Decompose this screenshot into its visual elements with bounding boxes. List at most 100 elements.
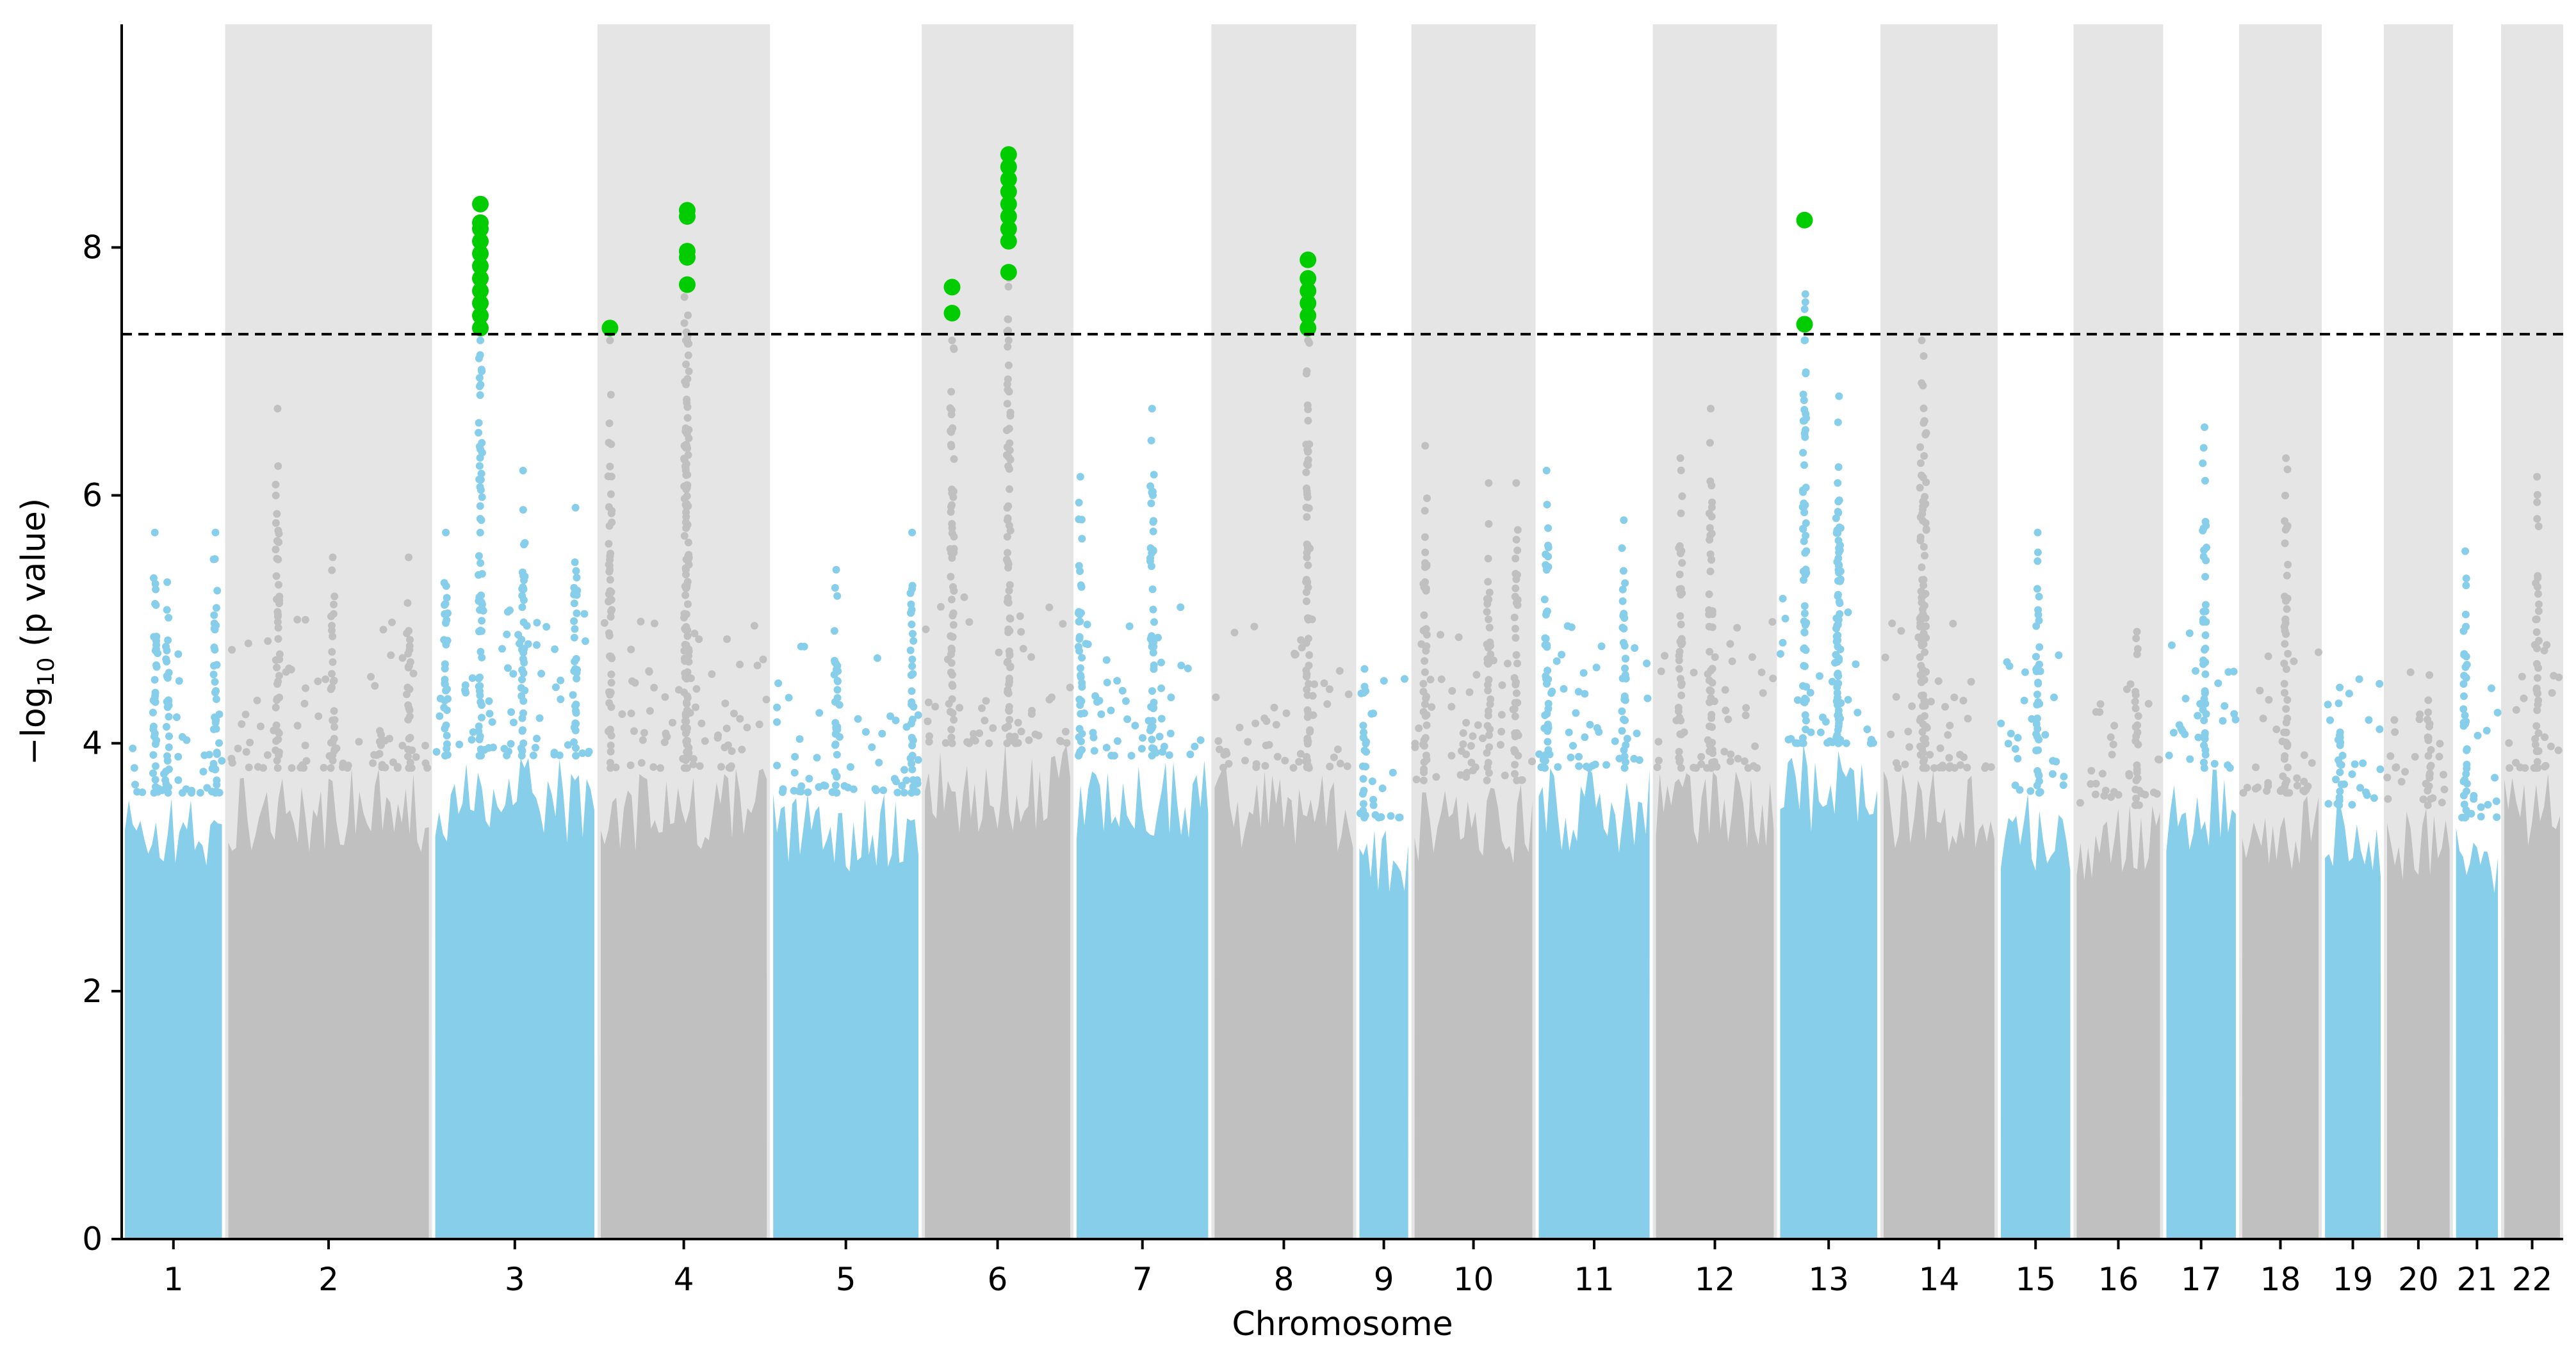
snp-point (2034, 611, 2042, 619)
snp-point (2438, 799, 2446, 807)
snp-point (1344, 690, 1353, 699)
snp-point (2060, 772, 2068, 781)
snp-point (477, 698, 485, 706)
snp-point (1075, 609, 1082, 617)
snp-point (1920, 640, 1928, 648)
snp-point (965, 618, 974, 626)
snp-point (367, 672, 375, 681)
snp-point (477, 469, 485, 478)
snp-peak-point (1918, 336, 1926, 345)
snp-point (890, 775, 899, 783)
snp-point (1422, 694, 1430, 702)
x-tick-label-chr-12: 12 (1695, 1261, 1736, 1298)
snp-peak-point (1512, 479, 1520, 487)
snp-point (328, 648, 336, 656)
snp-point (1323, 700, 1332, 708)
snp-point (1776, 650, 1784, 658)
snp-point (683, 632, 692, 640)
snp-point (557, 676, 565, 685)
snp-point (2283, 715, 2292, 722)
snp-point (503, 630, 511, 638)
snp-point (2284, 763, 2292, 772)
snp-point (1302, 468, 1310, 476)
snp-point (405, 734, 413, 743)
snp-point (330, 707, 338, 715)
snp-point (461, 681, 469, 689)
snp-point (713, 734, 722, 742)
snp-point (174, 650, 183, 658)
snp-point (1503, 660, 1512, 668)
snp-point (1798, 734, 1807, 742)
snp-point (1102, 656, 1111, 664)
snp-point (1678, 492, 1686, 500)
snp-point (2386, 752, 2395, 760)
snp-point (1423, 642, 1431, 651)
snp-point (1510, 613, 1519, 622)
snp-point (736, 660, 744, 669)
snp-point (1920, 452, 1928, 460)
significant-point-chr-8 (1300, 307, 1317, 324)
snp-point (608, 518, 616, 526)
snp-point (1305, 651, 1314, 659)
snp-point (1216, 745, 1223, 754)
snp-point (519, 739, 528, 747)
snp-point (1083, 620, 1091, 629)
snp-point (1801, 711, 1809, 719)
snp-point (908, 655, 917, 663)
snp-point (1733, 624, 1741, 632)
snp-point (478, 600, 486, 608)
snp-point (1367, 709, 1376, 718)
snp-point (650, 683, 658, 692)
snp-point (406, 636, 414, 644)
snp-point (151, 647, 159, 655)
snp-point (2199, 608, 2208, 615)
snp-point (1511, 770, 1519, 778)
snp-point (213, 750, 221, 758)
snp-point (2506, 764, 2514, 772)
snp-point (2200, 758, 2208, 766)
snp-point (1544, 738, 1552, 746)
chromosome-body-5 (773, 793, 919, 1239)
snp-point (535, 714, 544, 722)
snp-point (1918, 379, 1926, 387)
snp-point (1305, 764, 1313, 772)
snp-point (1485, 588, 1494, 597)
snp-point (328, 566, 336, 574)
snp-point (398, 742, 407, 750)
snp-point (1511, 748, 1519, 756)
snp-point (2459, 722, 2468, 730)
snp-point (2199, 615, 2207, 624)
snp-point (1157, 684, 1166, 692)
snp-point (1800, 305, 1809, 313)
snp-point (1097, 710, 1105, 718)
snp-point (2283, 571, 2291, 580)
snp-point (1005, 702, 1013, 711)
snp-point (886, 712, 895, 720)
snp-point (909, 629, 917, 638)
snp-point (683, 748, 691, 756)
snp-point (272, 546, 280, 554)
significant-point-chr-6 (1000, 146, 1017, 163)
snp-point (1326, 763, 1334, 770)
snp-point (2132, 704, 2140, 713)
snp-point (1708, 723, 1716, 731)
snp-point (478, 570, 486, 578)
snp-point (1834, 726, 1842, 734)
snp-point (1800, 602, 1809, 610)
snp-point (2201, 476, 2209, 485)
snp-point (2336, 768, 2344, 776)
snp-point (2282, 738, 2290, 747)
snp-point (2007, 729, 2015, 738)
snp-point (1296, 750, 1305, 758)
snp-point (498, 645, 506, 653)
snp-point (163, 672, 171, 680)
chromosome-body-4 (601, 768, 767, 1239)
snp-point (1483, 722, 1492, 730)
snp-point (1997, 719, 2005, 727)
snp-point (908, 752, 917, 759)
snp-point (551, 683, 560, 692)
snp-point (649, 763, 658, 771)
snp-point (2427, 746, 2435, 754)
snp-peak-point (2461, 547, 2470, 555)
snp-point (2337, 781, 2345, 788)
